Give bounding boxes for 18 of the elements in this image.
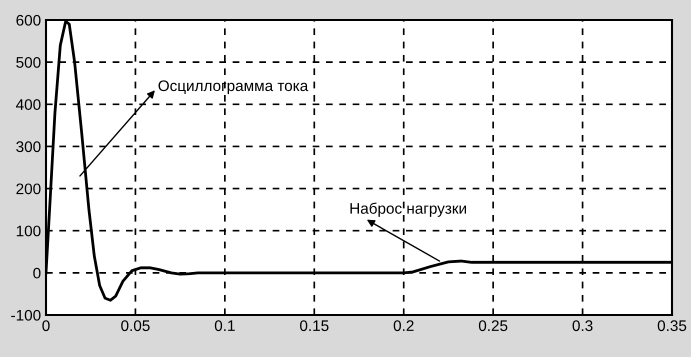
x-tick-label: 0.35 (658, 320, 686, 332)
x-tick-label: 0.1 (214, 320, 235, 332)
x-tick-label: 0.15 (300, 320, 329, 332)
y-tick-label: 300 (16, 141, 41, 152)
x-tick-label: 0.3 (572, 320, 593, 332)
x-tick-label: 0.2 (394, 320, 414, 332)
y-tick-label: 0 (33, 268, 41, 279)
x-tick-label: 0 (42, 320, 50, 332)
annotation: Осциллограмма тока (158, 80, 308, 94)
y-tick-label: -100 (11, 310, 41, 321)
y-tick-label: 400 (16, 99, 41, 110)
y-tick-label: 600 (16, 14, 41, 26)
x-tick-label: 0.25 (478, 320, 508, 332)
y-tick-label: 500 (16, 57, 41, 68)
y-tick-label: 200 (16, 183, 41, 194)
annotation: Наброс нагрузки (350, 202, 466, 217)
y-tick-label: 100 (16, 226, 41, 236)
x-tick-label: 0.05 (121, 320, 150, 332)
